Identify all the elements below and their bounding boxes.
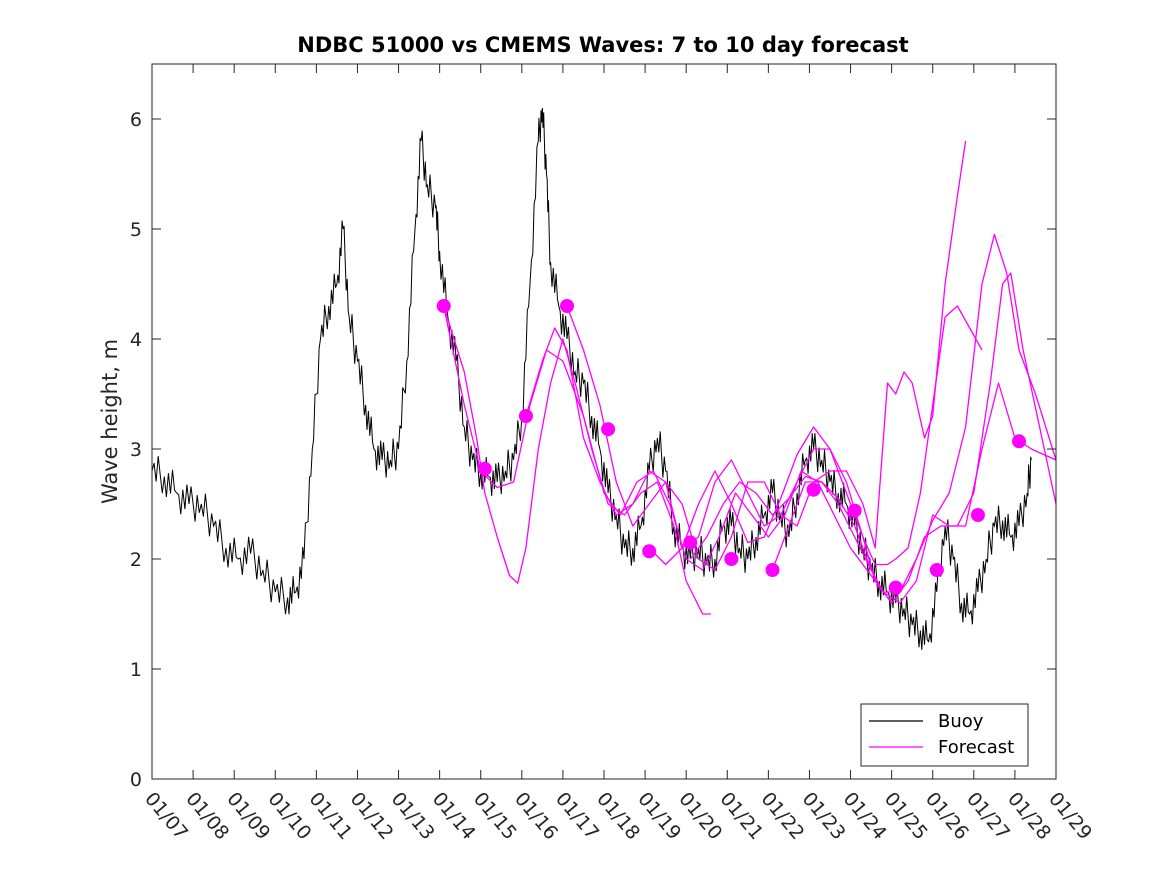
y-tick-label: 1 [130,659,142,681]
forecast-marker [847,503,862,518]
forecast-marker [477,461,492,476]
y-tick-label: 6 [130,109,142,131]
legend: Buoy Forecast [860,703,1029,767]
forecast-series-line-4 [566,140,967,571]
legend-label: Forecast [938,737,1014,758]
forecast-marker [888,580,903,595]
forecast-marker [929,563,944,577]
y-axis-label: Wave height, m [98,339,122,504]
forecast-series-line-5 [648,305,983,566]
forecast-marker [560,299,575,313]
legend-label: Buoy [938,711,984,732]
forecast-marker [806,482,821,497]
y-tick-label: 0 [130,769,142,791]
chart-title: NDBC 51000 vs CMEMS Waves: 7 to 10 day f… [297,33,908,57]
forecast-marker [970,508,985,522]
legend-box [860,703,1029,767]
forecast-series-line-7 [771,272,1057,604]
y-tick-label: 5 [130,219,142,241]
forecast-marker [724,552,739,566]
forecast-marker [1012,434,1027,449]
forecast-marker [436,299,451,313]
forecast-marker [601,422,616,437]
forecast-marker [765,563,780,577]
forecast-marker [642,544,657,559]
y-tick-label: 2 [130,549,142,571]
forecast-series-line-2 [443,305,711,615]
y-tick-label: 4 [130,329,142,351]
y-tick-label: 3 [130,439,142,461]
forecast-marker [683,535,698,550]
data-layer [151,107,1057,650]
forecast-marker [518,409,533,423]
